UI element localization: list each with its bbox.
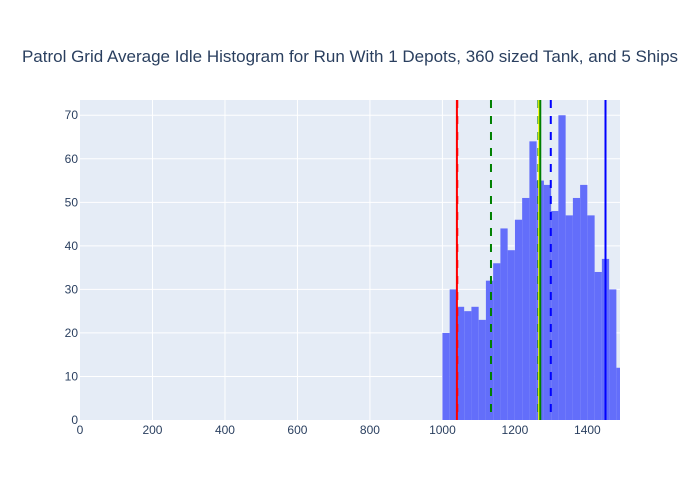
histogram-bar: [507, 250, 515, 420]
y-tick-label: 50: [65, 195, 79, 209]
histogram-bar: [478, 319, 486, 420]
histogram-bar: [485, 280, 494, 420]
x-axis-ticks: 0 200 400 600 800 1000 1200 1400: [77, 423, 601, 437]
histogram-bar: [500, 228, 508, 420]
histogram-bar: [543, 184, 552, 420]
histogram-bar: [493, 263, 501, 420]
histogram-bar: [514, 219, 523, 420]
y-tick-label: 30: [65, 282, 79, 296]
histogram-bar: [558, 115, 566, 420]
y-tick-label: 40: [65, 239, 79, 253]
histogram-bar: [456, 306, 465, 420]
histogram-bar: [464, 311, 472, 420]
reference-lines: [455, 100, 607, 420]
histogram-bar: [471, 306, 479, 420]
x-tick-label: 1200: [502, 423, 529, 437]
y-tick-label: 10: [65, 369, 79, 383]
x-tick-label: 200: [142, 423, 162, 437]
histogram-bar: [580, 184, 588, 420]
histogram-bar: [551, 211, 559, 420]
histogram-bar: [572, 197, 581, 420]
histogram-bar: [529, 141, 537, 421]
histogram-bar: [616, 367, 620, 420]
histogram-bar: [594, 271, 602, 420]
x-tick-label: 400: [215, 423, 235, 437]
histogram-bar: [449, 289, 457, 420]
x-tick-label: 1000: [429, 423, 456, 437]
histogram-bar: [565, 215, 573, 420]
x-tick-label: 1400: [574, 423, 601, 437]
y-tick-label: 0: [71, 413, 78, 427]
y-tick-label: 60: [65, 152, 79, 166]
histogram-bar: [609, 289, 617, 420]
histogram-bar: [522, 197, 530, 420]
y-tick-label: 70: [65, 108, 79, 122]
histogram-bar: [442, 332, 450, 420]
chart-title: Patrol Grid Average Idle Histogram for R…: [22, 47, 678, 66]
y-axis-ticks: 0 10 20 30 40 50 60 70: [65, 108, 79, 427]
y-tick-label: 20: [65, 326, 79, 340]
x-tick-label: 600: [287, 423, 307, 437]
x-tick-label: 0: [77, 423, 84, 437]
x-tick-label: 800: [360, 423, 380, 437]
histogram-bar: [587, 215, 595, 420]
